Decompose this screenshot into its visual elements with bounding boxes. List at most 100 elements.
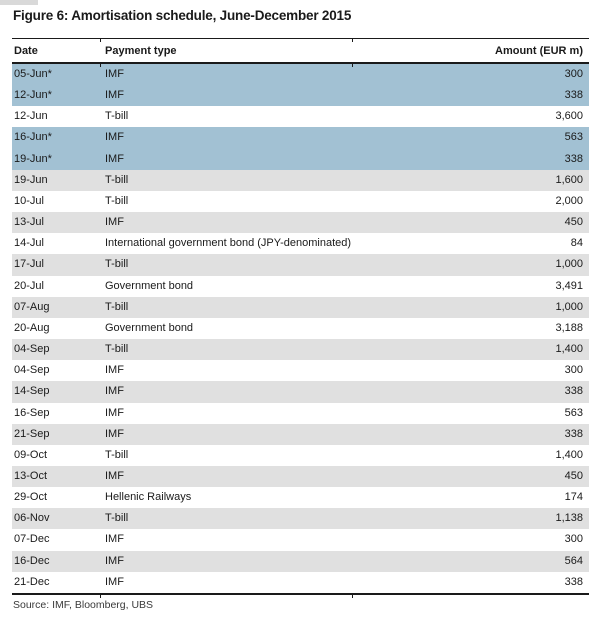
date-cell: 10-Jul	[14, 194, 44, 207]
table-top-rule	[12, 38, 589, 42]
table-row: 16-Jun* IMF 563	[12, 127, 589, 149]
table-row: 20-Aug Government bond 3,188	[12, 318, 589, 339]
column-boundary-tick	[352, 594, 353, 598]
amount-cell: 1,000	[555, 300, 583, 313]
amount-cell: 338	[564, 575, 583, 588]
payment-type-cell: IMF	[105, 152, 124, 165]
date-cell: 05-Jun*	[14, 68, 52, 80]
date-cell: 04-Sep	[14, 343, 50, 356]
amount-cell: 2,000	[555, 194, 583, 207]
amount-cell: 563	[564, 131, 583, 144]
page-edge-artifact	[0, 0, 38, 5]
payment-type-cell: IMF	[105, 469, 124, 482]
date-cell: 20-Jul	[14, 279, 44, 292]
payment-type-cell: Government bond	[105, 321, 194, 334]
amount-cell: 174	[564, 491, 583, 504]
amount-cell: 1,400	[555, 343, 583, 356]
table-row: 29-Oct Hellenic Railways 174	[12, 487, 589, 508]
table-row: 13-Jul IMF 450	[12, 212, 589, 234]
amount-cell: 3,600	[555, 110, 583, 123]
date-cell: 17-Jul	[14, 258, 44, 271]
amount-cell: 300	[564, 533, 583, 546]
amount-cell: 1,600	[555, 173, 583, 186]
payment-type-cell: T-bill	[105, 343, 129, 356]
column-header-payment-type: Payment type	[105, 44, 177, 57]
table-row: 09-Oct T-bill 1,400	[12, 445, 589, 466]
table-row: 13-Oct IMF 450	[12, 465, 589, 488]
date-cell: 06-Nov	[14, 512, 50, 525]
amount-cell: 3,188	[555, 321, 583, 334]
payment-type-cell: IMF	[105, 216, 124, 229]
payment-type-cell: Government bond	[105, 279, 194, 292]
table-row: 14-Sep IMF 338	[12, 381, 589, 403]
amortisation-table: Date Payment type Amount (EUR m) 05-Jun*…	[12, 38, 589, 598]
column-boundary-tick	[100, 594, 101, 598]
payment-type-cell: T-bill	[105, 173, 129, 186]
payment-type-cell: T-bill	[105, 448, 129, 461]
figure-title: Figure 6: Amortisation schedule, June-De…	[13, 8, 352, 23]
amount-cell: 84	[570, 237, 583, 250]
payment-type-cell: T-bill	[105, 194, 129, 207]
table-row: 07-Aug T-bill 1,000	[12, 296, 589, 318]
payment-type-cell: IMF	[105, 554, 124, 567]
amount-cell: 3,491	[555, 279, 583, 292]
amount-cell: 338	[564, 152, 583, 165]
table-bottom-rule	[12, 592, 589, 598]
date-cell: 12-Jun*	[14, 89, 52, 102]
date-cell: 07-Dec	[14, 533, 50, 546]
payment-type-cell: International government bond (JPY-denom…	[105, 237, 352, 250]
column-boundary-tick	[100, 39, 101, 42]
table-row: 19-Jun* IMF 338	[12, 148, 589, 170]
column-header-amount: Amount (EUR m)	[495, 44, 583, 57]
amount-cell: 338	[564, 427, 583, 440]
date-cell: 16-Jun*	[14, 131, 52, 144]
date-cell: 07-Aug	[14, 300, 50, 313]
date-cell: 04-Sep	[14, 364, 50, 377]
table-row: 21-Dec IMF 338	[12, 572, 589, 593]
date-cell: 13-Oct	[14, 469, 48, 482]
column-boundary-tick	[100, 64, 101, 67]
table-row: 12-Jun* IMF 338	[12, 85, 589, 107]
table-row: 14-Jul International government bond (JPY…	[12, 233, 589, 254]
payment-type-cell: IMF	[105, 427, 124, 440]
amount-cell: 300	[564, 68, 583, 80]
date-cell: 16-Sep	[14, 406, 50, 419]
payment-type-cell: IMF	[105, 533, 124, 546]
date-cell: 09-Oct	[14, 448, 48, 461]
date-cell: 13-Jul	[14, 216, 44, 229]
table-header-rule	[12, 62, 589, 67]
table-header-row: Date Payment type Amount (EUR m)	[12, 39, 589, 62]
amount-cell: 300	[564, 364, 583, 377]
payment-type-cell: IMF	[105, 89, 124, 102]
amount-cell: 563	[564, 406, 583, 419]
date-cell: 29-Oct	[14, 491, 48, 504]
payment-type-cell: T-bill	[105, 512, 129, 525]
source-note: Source: IMF, Bloomberg, UBS	[13, 599, 154, 611]
table-row: 05-Jun* IMF 300	[12, 64, 589, 86]
table-row: 20-Jul Government bond 3,491	[12, 276, 589, 297]
payment-type-cell: IMF	[105, 406, 124, 419]
amount-cell: 1,400	[555, 448, 583, 461]
date-cell: 20-Aug	[14, 321, 50, 334]
amount-cell: 1,000	[555, 258, 583, 271]
amount-cell: 564	[564, 554, 583, 567]
payment-type-cell: T-bill	[105, 300, 129, 313]
table-row: 16-Dec IMF 564	[12, 550, 589, 572]
payment-type-cell: Hellenic Railways	[105, 491, 192, 504]
date-cell: 19-Jun*	[14, 152, 52, 165]
table-row: 06-Nov T-bill 1,138	[12, 508, 589, 530]
column-boundary-tick	[352, 64, 353, 67]
payment-type-cell: IMF	[105, 131, 124, 144]
payment-type-cell: IMF	[105, 68, 124, 80]
table-row: 04-Sep T-bill 1,400	[12, 339, 589, 361]
table-row: 21-Sep IMF 338	[12, 423, 589, 445]
amount-cell: 338	[564, 385, 583, 398]
table-body: 05-Jun* IMF 300 12-Jun* IMF 338 12-Jun T-bill 3,…	[12, 64, 589, 593]
date-cell: 21-Dec	[14, 575, 50, 588]
date-cell: 12-Jun	[14, 110, 48, 123]
amount-cell: 1,138	[555, 512, 583, 525]
table-row: 07-Dec IMF 300	[12, 529, 589, 550]
table-row: 12-Jun T-bill 3,600	[12, 106, 589, 127]
table-row: 16-Sep IMF 563	[12, 403, 589, 424]
table-row: 04-Sep IMF 300	[12, 360, 589, 381]
